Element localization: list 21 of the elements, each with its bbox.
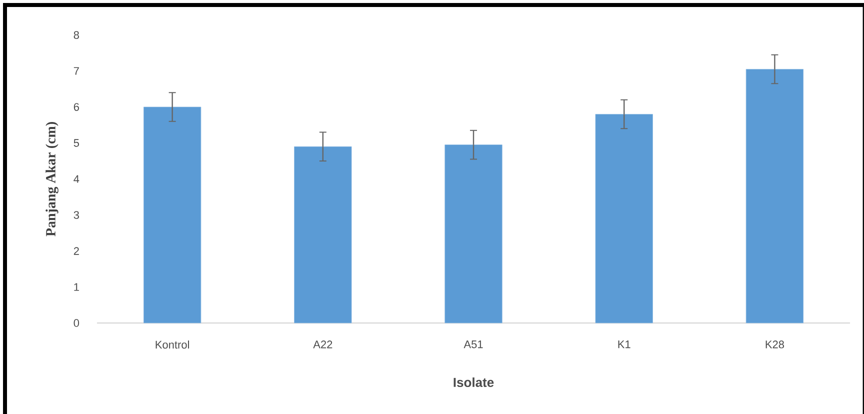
- y-tick-label: 5: [74, 139, 80, 147]
- y-tick-label: 6: [74, 103, 79, 111]
- x-tick-label: A22: [313, 340, 332, 348]
- x-tick-label: A51: [464, 340, 483, 348]
- bar: [144, 106, 202, 324]
- bar: [294, 146, 352, 324]
- y-tick-label: 4: [74, 175, 80, 183]
- x-tick-label: Kontrol: [156, 340, 189, 349]
- y-tick-label: 7: [74, 67, 79, 75]
- x-tick-label: K28: [766, 340, 784, 348]
- bar: [746, 69, 804, 324]
- y-tick-label: 0: [74, 319, 80, 327]
- y-axis-title: Panjang Akar (cm): [46, 122, 58, 236]
- bar: [444, 144, 502, 324]
- y-tick-label: 3: [74, 211, 79, 219]
- y-tick-label: 8: [74, 31, 79, 39]
- x-tick-label: K1: [618, 340, 630, 348]
- y-tick-label: 1: [74, 283, 79, 291]
- x-axis-title: Isolate: [454, 377, 494, 388]
- bar: [595, 114, 653, 324]
- y-tick-label: 2: [74, 247, 79, 255]
